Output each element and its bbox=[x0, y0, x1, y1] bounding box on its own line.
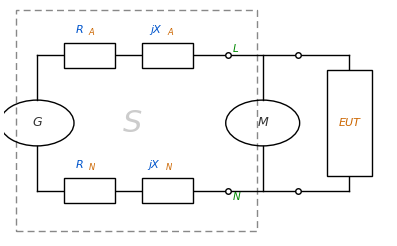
Bar bbox=[327, 70, 372, 176]
Text: L: L bbox=[232, 45, 238, 54]
Text: M: M bbox=[257, 117, 268, 129]
Text: R: R bbox=[76, 25, 84, 35]
Bar bbox=[142, 178, 193, 202]
Bar bbox=[64, 44, 115, 68]
Text: N: N bbox=[232, 192, 240, 201]
Text: A: A bbox=[89, 29, 94, 37]
Bar bbox=[142, 44, 193, 68]
Text: A: A bbox=[168, 29, 173, 37]
Text: N: N bbox=[89, 163, 94, 172]
Text: EUT: EUT bbox=[338, 118, 360, 128]
Bar bbox=[64, 178, 115, 202]
Text: N: N bbox=[166, 163, 172, 172]
Text: G: G bbox=[32, 117, 42, 129]
Text: S: S bbox=[123, 108, 142, 138]
Text: R: R bbox=[76, 160, 84, 170]
Bar bbox=[15, 10, 257, 231]
Text: jX: jX bbox=[148, 160, 159, 170]
Text: jX: jX bbox=[150, 25, 161, 35]
